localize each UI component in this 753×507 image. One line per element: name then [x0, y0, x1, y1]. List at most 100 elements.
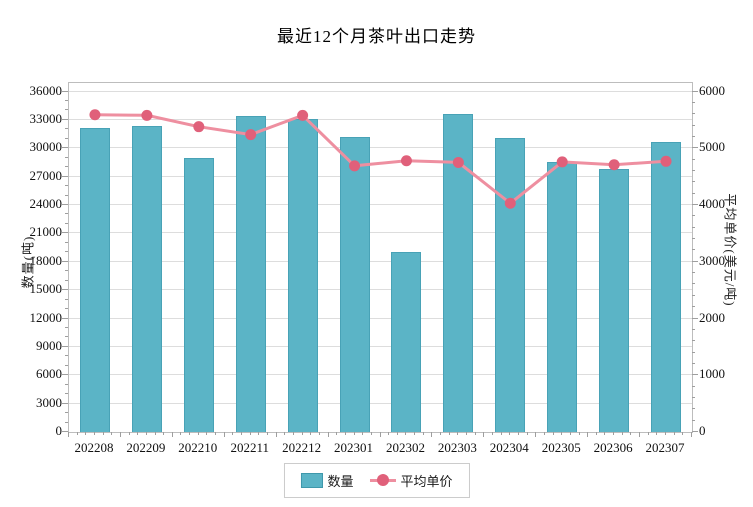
tick-mark [310, 432, 312, 435]
line-point-202305[interactable] [556, 156, 568, 168]
legend-label-price: 平均单价 [400, 474, 453, 489]
left-axis-tick-label: 24000 [29, 196, 63, 211]
left-axis-tick-label: 15000 [29, 281, 63, 297]
line-point-202211[interactable] [245, 129, 257, 141]
bar-202302[interactable] [391, 252, 422, 432]
tick-mark [65, 412, 68, 414]
tick-mark [137, 432, 139, 435]
gridline [69, 204, 692, 205]
right-axis-tick-label: 6000 [699, 82, 725, 98]
tick-mark [232, 432, 234, 435]
tick-mark [362, 432, 364, 435]
tick-mark [691, 432, 692, 437]
tick-mark [692, 249, 695, 251]
tick-mark [692, 226, 695, 228]
tick-mark [327, 432, 329, 437]
tick-mark [76, 432, 78, 435]
tick-mark [665, 432, 667, 435]
tick-mark [692, 135, 695, 137]
tick-mark [517, 432, 519, 435]
line-point-202210[interactable] [193, 121, 205, 133]
left-axis-tick-label: 18000 [29, 252, 63, 268]
bar-202306[interactable] [599, 169, 630, 432]
line-point-202209[interactable] [141, 109, 153, 121]
tick-mark [344, 432, 346, 435]
line-point-202306[interactable] [608, 159, 620, 171]
x-axis-tick-label: 202209 [126, 440, 166, 455]
bar-202209[interactable] [131, 125, 162, 432]
tick-mark [448, 432, 450, 435]
gridline [69, 90, 692, 92]
tick-mark [65, 241, 68, 243]
gridline [69, 260, 692, 262]
tick-mark [65, 393, 68, 395]
right-axis-tick-label: 0 [699, 423, 706, 438]
bar-202301[interactable] [339, 136, 370, 432]
line-point-202307[interactable] [660, 155, 672, 167]
line-point-202301[interactable] [349, 160, 361, 172]
tick-mark [62, 90, 68, 92]
tick-mark [301, 432, 303, 435]
tick-mark [692, 385, 695, 387]
tick-mark [692, 340, 695, 342]
tick-mark [62, 431, 68, 432]
bar-202305[interactable] [547, 161, 578, 432]
tick-mark [65, 336, 68, 338]
tick-mark [692, 124, 695, 126]
bar-202210[interactable] [183, 157, 214, 432]
left-axis-tick-label: 36000 [29, 82, 63, 98]
line-point-202304[interactable] [504, 197, 516, 209]
right-axis-tick-label: 3000 [699, 252, 725, 268]
bar-202208[interactable] [79, 128, 110, 432]
left-axis-tick-label: 33000 [29, 110, 63, 126]
tick-mark [62, 118, 68, 120]
x-axis-tick-label: 202302 [385, 440, 425, 455]
x-axis-tick-label: 202304 [489, 440, 529, 455]
left-axis-tick-label: 6000 [36, 366, 62, 382]
tick-mark [509, 432, 511, 435]
tick-mark [569, 432, 571, 435]
gridline [69, 232, 692, 234]
bar-202307[interactable] [651, 141, 682, 432]
left-axis-tick-label: 9000 [36, 337, 62, 353]
line-point-202302[interactable] [400, 155, 412, 167]
tick-mark [197, 432, 199, 435]
tick-mark [692, 362, 695, 364]
legend-item-quantity[interactable]: 数量 [300, 471, 354, 490]
bar-202304[interactable] [495, 137, 526, 432]
tick-mark [171, 432, 173, 437]
x-axis-tick-label: 202305 [541, 440, 581, 455]
x-axis-tick-label: 202211 [230, 440, 269, 455]
tick-mark [65, 355, 68, 357]
line-point-202208[interactable] [89, 109, 101, 121]
tick-mark [62, 204, 68, 205]
legend: 数量 平均单价 [283, 463, 470, 498]
left-axis-tick-label: 3000 [36, 394, 62, 410]
gridline [69, 374, 692, 376]
right-axis-tick-label: 4000 [699, 196, 725, 211]
legend-label-quantity: 数量 [327, 474, 354, 489]
tick-mark [692, 113, 695, 115]
tick-mark [189, 432, 191, 435]
tick-mark [692, 260, 698, 262]
line-point-202303[interactable] [452, 156, 464, 168]
gridline [69, 289, 692, 291]
tick-mark [535, 432, 537, 437]
tick-mark [65, 166, 68, 168]
tick-mark [673, 432, 675, 435]
tick-mark [111, 432, 113, 435]
tick-mark [292, 432, 294, 435]
tick-mark [587, 432, 589, 437]
bar-202211[interactable] [235, 116, 266, 432]
tick-mark [180, 432, 182, 435]
gridline [69, 147, 692, 149]
line-point-202212[interactable] [297, 109, 309, 121]
tick-mark [370, 432, 372, 435]
legend-item-price[interactable]: 平均单价 [369, 471, 453, 490]
tick-mark [249, 432, 251, 435]
bar-202212[interactable] [287, 118, 318, 432]
tick-mark [68, 432, 69, 437]
tick-mark [595, 432, 597, 435]
tick-mark [526, 432, 528, 435]
